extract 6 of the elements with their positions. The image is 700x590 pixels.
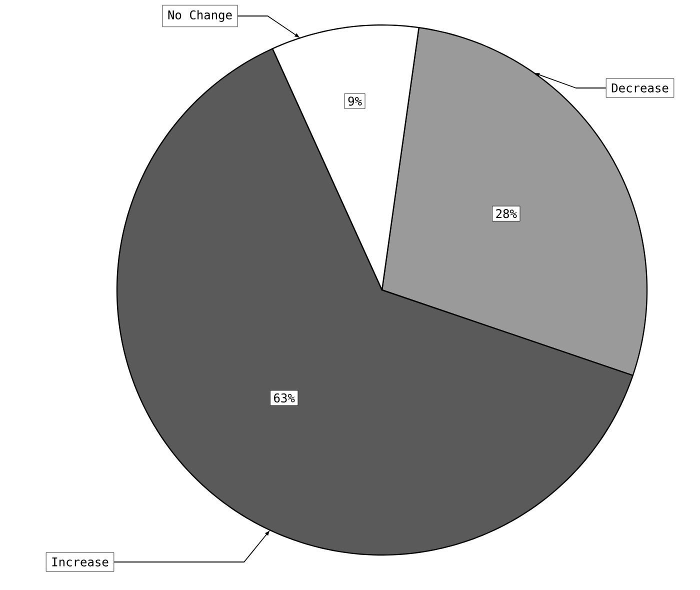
slice-label: Decrease [612, 84, 668, 92]
data-label: 63% [274, 393, 295, 403]
slice-label: Increase [52, 558, 108, 566]
slice-label: No Change [168, 10, 232, 22]
data-label: 28% [496, 209, 517, 218]
data-label: 9% [348, 96, 362, 106]
